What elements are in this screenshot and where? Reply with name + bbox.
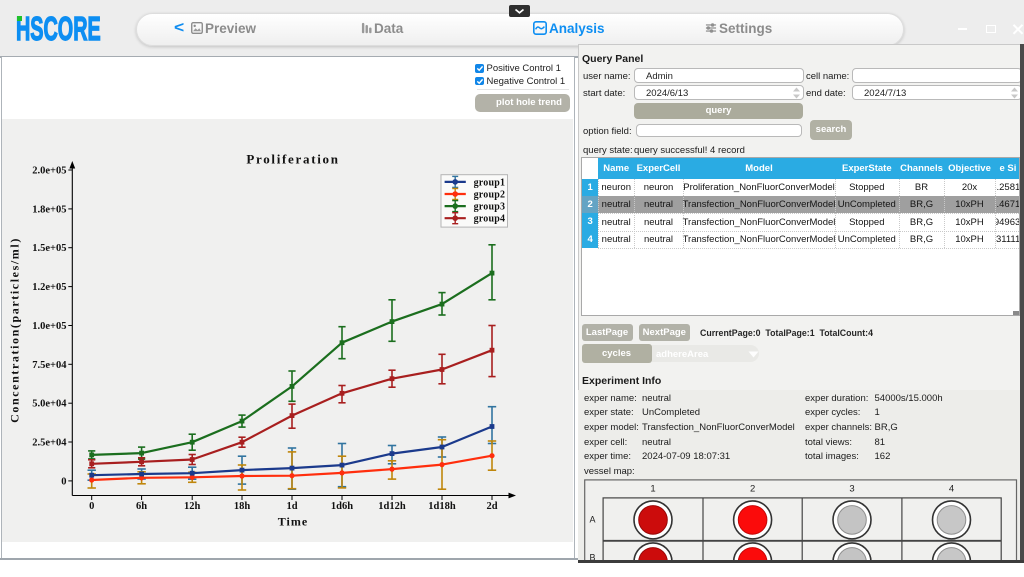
svg-text:group2: group2 <box>474 190 506 201</box>
svg-text:group1: group1 <box>474 177 506 188</box>
svg-text:0: 0 <box>61 476 66 487</box>
svg-text:3: 3 <box>849 484 854 495</box>
svg-text:7.5e+04: 7.5e+04 <box>32 360 67 371</box>
svg-text:1d: 1d <box>286 501 297 512</box>
svg-text:12h: 12h <box>184 501 201 512</box>
svg-text:5.0e+04: 5.0e+04 <box>32 399 67 410</box>
svg-text:2.5e+04: 2.5e+04 <box>32 438 67 449</box>
svg-text:group4: group4 <box>474 214 506 225</box>
svg-text:1.5e+05: 1.5e+05 <box>32 243 66 254</box>
svg-text:Concentration(particles/ml): Concentration(particles/ml) <box>8 237 22 423</box>
svg-text:1d18h: 1d18h <box>428 501 456 512</box>
svg-text:4: 4 <box>949 484 954 495</box>
svg-text:1.0e+05: 1.0e+05 <box>32 321 66 332</box>
svg-text:1.2e+05: 1.2e+05 <box>32 282 66 293</box>
svg-text:1.8e+05: 1.8e+05 <box>32 204 66 215</box>
svg-text:Proliferation: Proliferation <box>246 152 339 167</box>
svg-text:1: 1 <box>650 484 655 495</box>
svg-text:B: B <box>589 553 595 563</box>
svg-text:group3: group3 <box>474 202 506 213</box>
svg-text:A: A <box>589 515 595 525</box>
svg-text:18h: 18h <box>234 501 251 512</box>
svg-text:1d6h: 1d6h <box>331 501 353 512</box>
svg-text:0: 0 <box>89 501 94 512</box>
svg-text:6h: 6h <box>136 501 147 512</box>
svg-text:2: 2 <box>750 484 755 495</box>
svg-text:1d12h: 1d12h <box>378 501 406 512</box>
svg-text:2.0e+05: 2.0e+05 <box>32 166 66 177</box>
svg-text:2d: 2d <box>486 501 497 512</box>
svg-text:Time: Time <box>278 515 308 529</box>
